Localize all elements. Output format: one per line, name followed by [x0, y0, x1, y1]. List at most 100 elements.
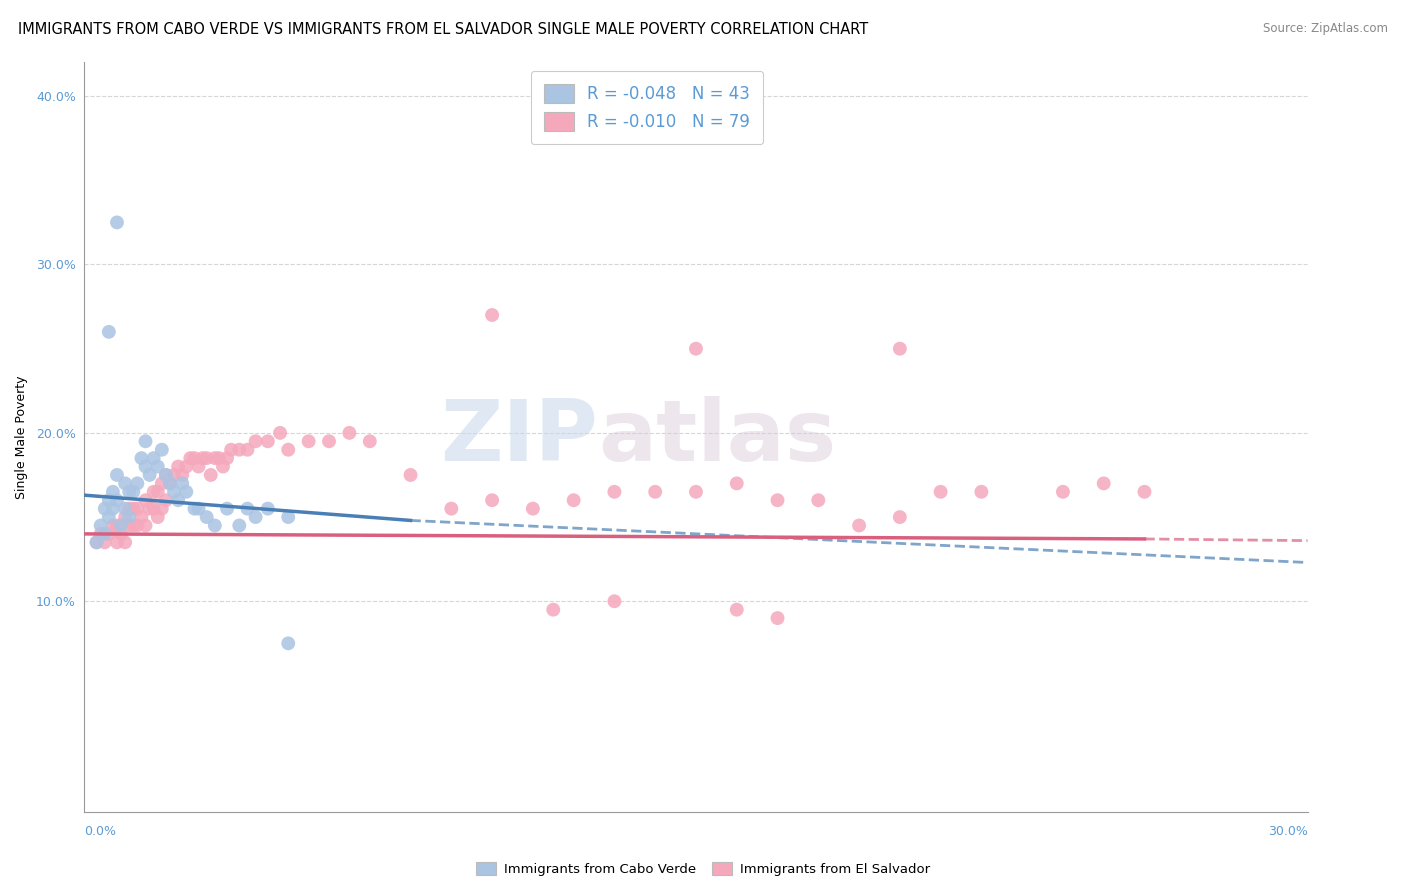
Text: ZIP: ZIP [440, 395, 598, 479]
Point [219, 442, 242, 457]
Point [191, 451, 214, 466]
Point [105, 467, 128, 482]
Point [159, 476, 181, 491]
Point [105, 535, 128, 549]
Point [155, 467, 177, 482]
Point [155, 467, 177, 482]
Text: Source: ZipAtlas.com: Source: ZipAtlas.com [1263, 22, 1388, 36]
Point [277, 636, 299, 650]
Point [138, 501, 160, 516]
Point [543, 602, 565, 616]
Point [889, 510, 911, 524]
Point [269, 425, 291, 440]
Point [277, 510, 299, 524]
Point [86, 535, 108, 549]
Point [318, 434, 340, 449]
Point [200, 467, 222, 482]
Point [122, 501, 145, 516]
Point [155, 493, 177, 508]
Point [174, 484, 197, 499]
Text: IMMIGRANTS FROM CABO VERDE VS IMMIGRANTS FROM EL SALVADOR SINGLE MALE POVERTY CO: IMMIGRANTS FROM CABO VERDE VS IMMIGRANTS… [18, 22, 869, 37]
Point [93, 535, 115, 549]
Point [245, 434, 267, 449]
Y-axis label: Single Male Poverty: Single Male Poverty [15, 376, 28, 499]
Point [163, 484, 186, 499]
Point [150, 442, 173, 457]
Point [135, 459, 157, 474]
Point [603, 484, 626, 499]
Point [86, 535, 108, 549]
Point [685, 484, 707, 499]
Point [110, 518, 132, 533]
Point [245, 510, 267, 524]
Point [183, 501, 205, 516]
Point [167, 493, 190, 508]
Point [135, 493, 157, 508]
Point [481, 493, 503, 508]
Point [131, 451, 153, 466]
Point [277, 442, 299, 457]
Point [142, 484, 165, 499]
Point [150, 476, 173, 491]
Point [172, 467, 194, 482]
Point [1092, 476, 1115, 491]
Legend: Immigrants from Cabo Verde, Immigrants from El Salvador: Immigrants from Cabo Verde, Immigrants f… [471, 856, 935, 881]
Point [93, 501, 115, 516]
Point [187, 501, 209, 516]
Point [179, 451, 201, 466]
Point [105, 518, 128, 533]
Point [228, 442, 250, 457]
Point [118, 484, 141, 499]
Point [105, 493, 128, 508]
Point [122, 518, 145, 533]
Point [105, 215, 128, 229]
Point [195, 510, 218, 524]
Point [889, 342, 911, 356]
Point [101, 501, 124, 516]
Point [183, 451, 205, 466]
Point [142, 501, 165, 516]
Point [174, 459, 197, 474]
Point [90, 527, 112, 541]
Point [101, 518, 124, 533]
Point [114, 476, 136, 491]
Point [135, 434, 157, 449]
Point [146, 510, 169, 524]
Point [440, 501, 463, 516]
Point [359, 434, 381, 449]
Point [118, 501, 141, 516]
Point [97, 527, 120, 541]
Point [163, 467, 186, 482]
Point [399, 467, 422, 482]
Point [848, 518, 870, 533]
Point [725, 602, 748, 616]
Point [766, 611, 789, 625]
Point [114, 535, 136, 549]
Point [766, 493, 789, 508]
Point [195, 451, 218, 466]
Point [97, 510, 120, 524]
Text: 30.0%: 30.0% [1268, 825, 1308, 838]
Point [929, 484, 952, 499]
Point [807, 493, 830, 508]
Point [208, 451, 231, 466]
Point [110, 527, 132, 541]
Point [257, 434, 280, 449]
Point [725, 476, 748, 491]
Point [101, 484, 124, 499]
Point [522, 501, 544, 516]
Point [187, 459, 209, 474]
Point [644, 484, 666, 499]
Point [236, 442, 259, 457]
Point [1052, 484, 1074, 499]
Point [339, 425, 361, 440]
Point [127, 476, 149, 491]
Point [150, 501, 173, 516]
Point [159, 476, 181, 491]
Point [212, 459, 235, 474]
Point [228, 518, 250, 533]
Point [970, 484, 993, 499]
Point [146, 484, 169, 499]
Point [138, 467, 160, 482]
Point [685, 342, 707, 356]
